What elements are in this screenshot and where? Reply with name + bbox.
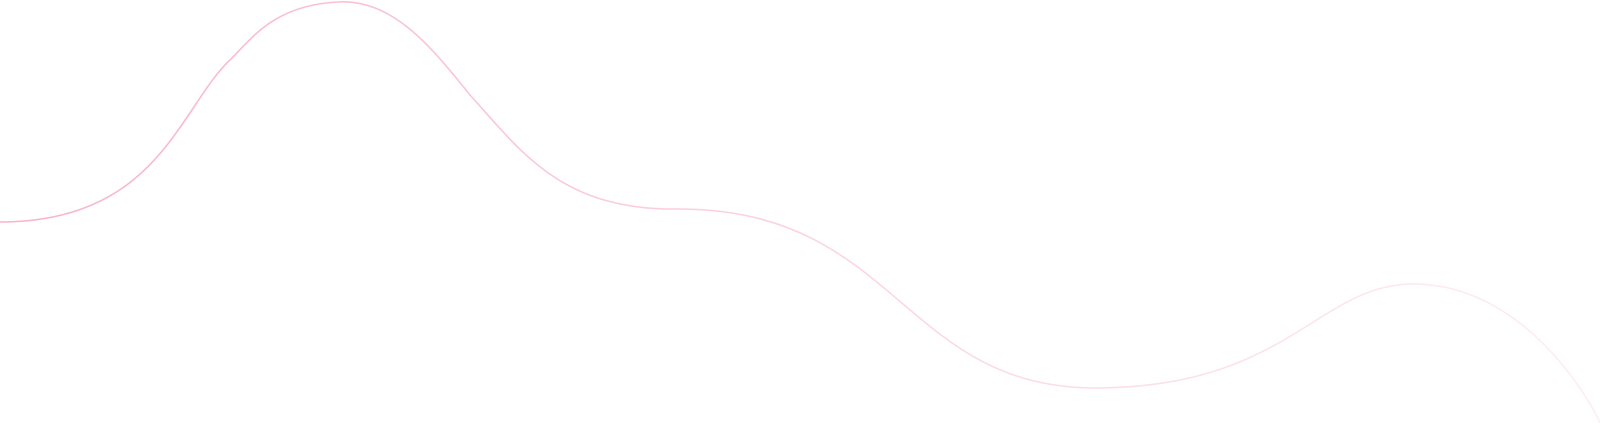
wave-line — [0, 1, 1600, 423]
decorative-wave-graphic — [0, 1, 1600, 423]
decorative-canvas — [0, 1, 1600, 423]
